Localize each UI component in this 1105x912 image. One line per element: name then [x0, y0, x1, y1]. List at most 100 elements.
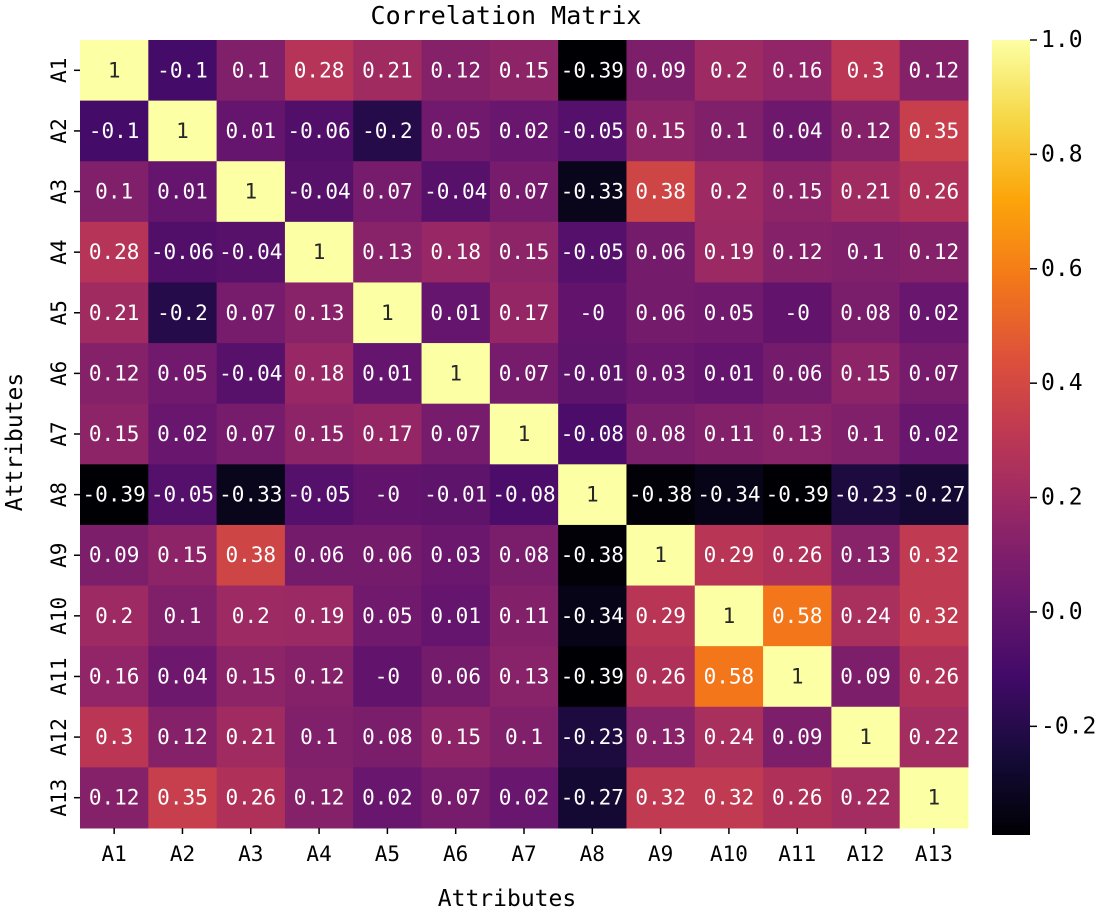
heatmap-cell	[353, 646, 423, 708]
heatmap-cell	[421, 585, 491, 647]
heatmap-cell	[763, 706, 832, 768]
x-tick-label: A4	[306, 842, 331, 866]
heatmap-cell	[489, 767, 559, 829]
cell-value-label: 0.09	[840, 664, 891, 688]
heatmap-cell	[353, 464, 423, 526]
cell-value-label: 0.03	[430, 543, 481, 567]
y-axis-label: Attributes	[2, 373, 28, 511]
cell-value-label: -0.33	[219, 483, 282, 507]
heatmap-cell	[284, 524, 354, 587]
y-tick-label: A10	[47, 597, 71, 635]
heatmap-cell	[763, 585, 832, 647]
heatmap-cell	[216, 40, 286, 102]
heatmap-cell	[694, 343, 764, 405]
chart-title: Correlation Matrix	[371, 1, 642, 30]
heatmap-cell	[626, 100, 696, 162]
cell-value-label: -0.33	[561, 180, 624, 204]
cell-value-label: 0.17	[362, 422, 413, 446]
cell-value-label: -0.06	[287, 119, 350, 143]
heatmap-cell	[558, 706, 627, 768]
heatmap-cell	[831, 767, 901, 829]
heatmap-cell	[489, 161, 559, 223]
heatmap-cell	[284, 221, 354, 283]
heatmap-cell	[558, 646, 627, 708]
heatmap-cell	[489, 524, 559, 587]
heatmap-cell	[421, 343, 491, 405]
heatmap-cell	[284, 464, 354, 526]
cell-value-label: 0.1	[847, 422, 885, 446]
cell-value-label: 0.1	[163, 604, 201, 628]
heatmap-cell	[899, 464, 969, 526]
cell-value-label: 0.02	[157, 422, 208, 446]
heatmap-cell	[80, 221, 149, 283]
heatmap-cell	[626, 282, 696, 344]
heatmap-cell	[626, 40, 696, 102]
heatmap-cell	[353, 403, 423, 465]
heatmap-cell	[284, 343, 354, 405]
cell-value-label: 0.26	[772, 786, 823, 810]
cell-value-label: 0.03	[635, 361, 686, 385]
heatmap-cell	[558, 100, 627, 162]
heatmap-cell	[353, 282, 423, 344]
cell-value-label: 0.13	[362, 240, 413, 264]
heatmap-cell	[216, 403, 286, 465]
cell-value-label: 0.07	[499, 361, 550, 385]
heatmap-cell	[489, 706, 559, 768]
cell-value-label: 0.17	[499, 301, 550, 325]
y-tick-label: A7	[47, 421, 71, 446]
heatmap-cell	[694, 706, 764, 768]
cell-value-label: 0.07	[430, 422, 481, 446]
cell-value-label: 0.12	[157, 725, 208, 749]
cell-value-label: 0.19	[294, 604, 345, 628]
heatmap-cell	[763, 767, 832, 829]
cell-value-label: -0	[375, 664, 400, 688]
cell-value-label: 0.3	[847, 58, 885, 82]
cell-value-label: 0.07	[225, 301, 276, 325]
cell-value-label: 0.35	[157, 786, 208, 810]
colorbar-tick-label: 0.8	[1041, 141, 1083, 167]
cell-value-label: 0.09	[635, 58, 686, 82]
cell-value-label: 0.21	[840, 180, 891, 204]
heatmap-cell	[899, 706, 969, 768]
heatmap-cell	[899, 585, 969, 647]
cell-value-label: 0.15	[430, 725, 481, 749]
heatmap-cell	[626, 221, 696, 283]
heatmap-cell	[489, 585, 559, 647]
cell-value-label: -0.04	[424, 180, 487, 204]
heatmap-cell	[489, 403, 559, 465]
heatmap-cell	[421, 221, 491, 283]
cell-value-label: 0.1	[232, 58, 270, 82]
cell-value-label: 0.12	[294, 786, 345, 810]
cell-value-label: 0.2	[710, 180, 748, 204]
cell-value-label: 0.26	[772, 543, 823, 567]
y-tick-label: A1	[47, 58, 71, 83]
heatmap-cell	[899, 524, 969, 587]
x-tick-label: A5	[375, 842, 400, 866]
x-tick-label: A9	[648, 842, 673, 866]
heatmap-cell	[763, 464, 832, 526]
cell-value-label: 0.04	[157, 664, 208, 688]
heatmap-cell	[626, 161, 696, 223]
cell-value-label: 1	[654, 543, 667, 567]
heatmap-cell	[694, 40, 764, 102]
heatmap-cell	[284, 767, 354, 829]
cell-value-label: 0.29	[635, 604, 686, 628]
cell-value-label: -0.04	[219, 240, 282, 264]
heatmap-cell	[694, 646, 764, 708]
cell-value-label: -0.01	[561, 361, 624, 385]
heatmap-cell	[831, 706, 901, 768]
cell-value-label: 0.3	[95, 725, 133, 749]
heatmap-cell	[489, 282, 559, 344]
cell-value-label: 1	[928, 786, 941, 810]
cell-value-label: -0.34	[561, 604, 624, 628]
heatmap-cell	[80, 464, 149, 526]
cell-value-label: 0.15	[499, 58, 550, 82]
y-tick-label: A6	[47, 361, 71, 386]
cell-value-label: 0.12	[909, 240, 960, 264]
heatmap-cell	[353, 161, 423, 223]
heatmap-cell	[899, 767, 969, 829]
heatmap-cell	[899, 646, 969, 708]
heatmap-cell	[489, 343, 559, 405]
cell-value-label: 0.02	[909, 301, 960, 325]
cell-value-label: 0.01	[430, 301, 481, 325]
